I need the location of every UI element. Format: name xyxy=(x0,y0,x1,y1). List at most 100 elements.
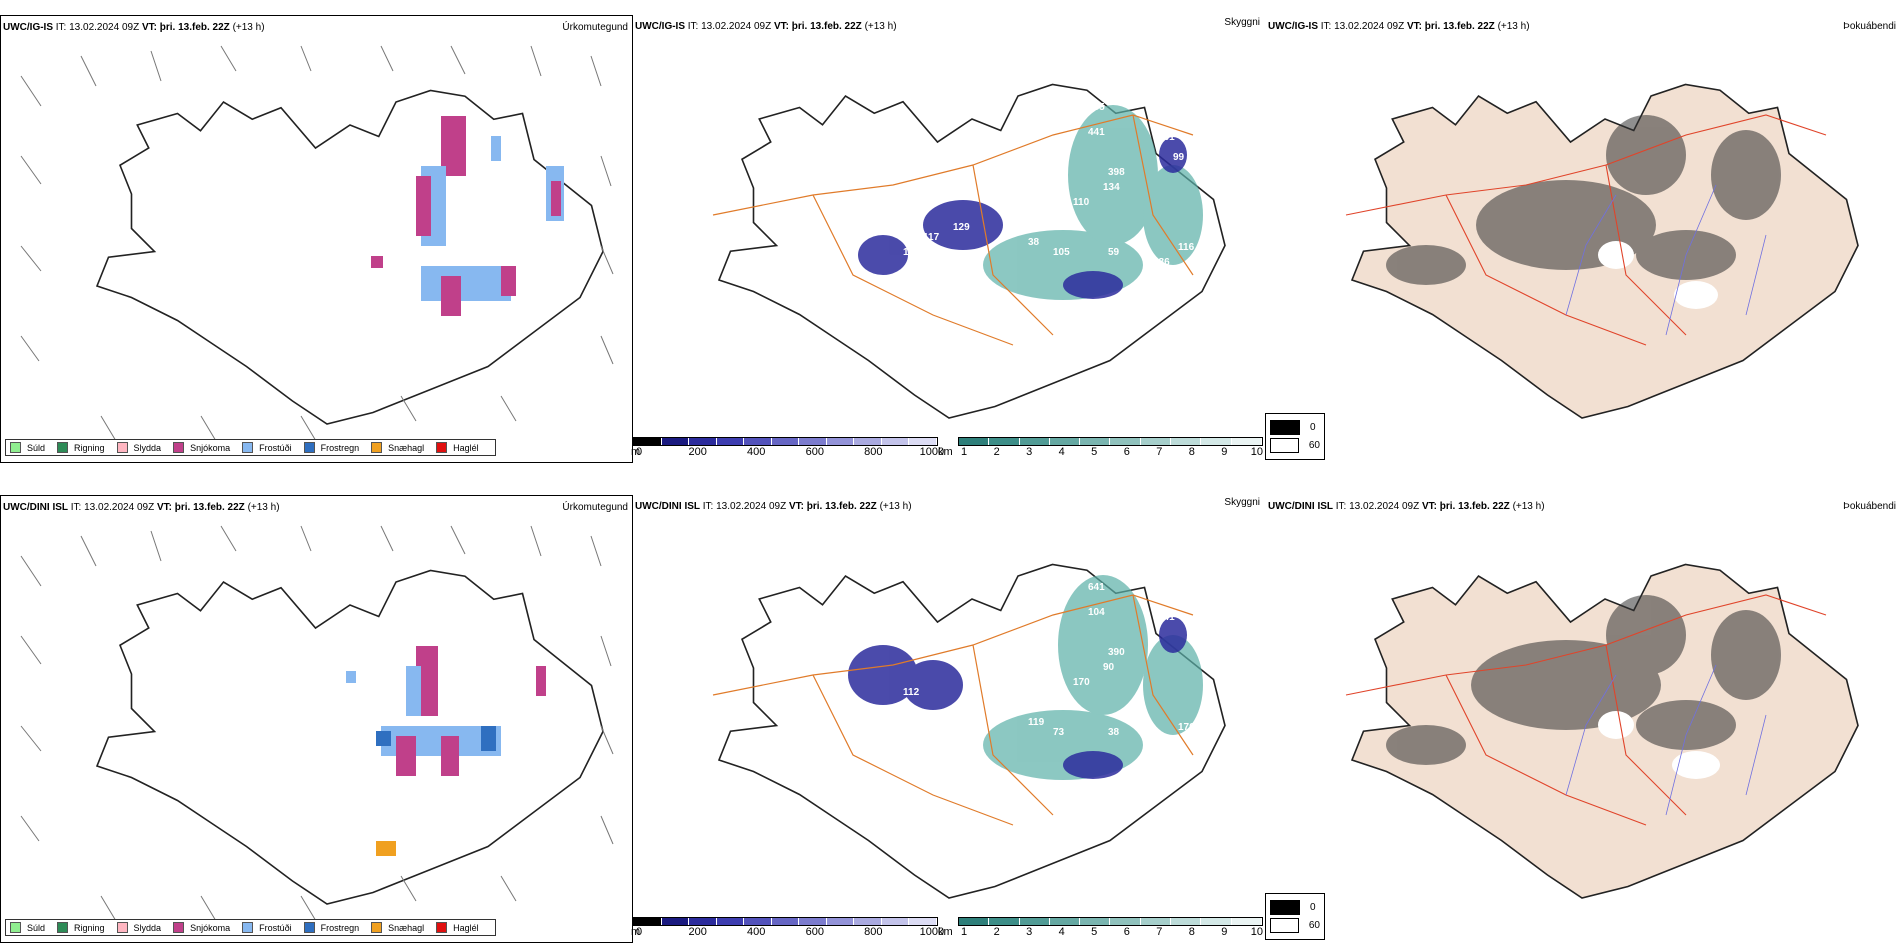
visibility-value-label: 54 xyxy=(903,207,915,218)
precip-type-map xyxy=(20,525,614,922)
scale-color-step xyxy=(959,918,990,925)
scale-tick-label: 3 xyxy=(1026,926,1033,938)
visibility-value-label: 441 xyxy=(1088,127,1105,138)
panel-title: Skyggni xyxy=(1224,17,1260,28)
legend-item: Haglél xyxy=(436,922,479,933)
visibility-value-label: 140 xyxy=(903,727,920,738)
scale-color-step xyxy=(661,438,690,445)
scale-color-step xyxy=(1019,438,1050,445)
panel-header: UWC/DINI ISL IT: 13.02.2024 09Z VT: þri.… xyxy=(635,501,912,512)
panel-header: UWC/IG-IS IT: 13.02.2024 09Z VT: þri. 13… xyxy=(3,22,265,33)
scale-color-step xyxy=(1019,918,1050,925)
legend-item: Frostúði xyxy=(242,442,292,453)
visibility-value-label: 285 xyxy=(1088,102,1105,113)
visibility-panel-bottom: UWC/DINI ISL IT: 13.02.2024 09Z VT: þri.… xyxy=(633,495,1266,943)
visibility-value-label: 59 xyxy=(1108,247,1120,258)
scale-color-step xyxy=(1140,918,1172,925)
scale-tick-label: 800 xyxy=(864,446,883,458)
visibility-value-label: 172 xyxy=(1053,212,1070,223)
scale-tick-label: 600 xyxy=(805,926,824,938)
scale-color-step xyxy=(634,438,662,445)
visibility-value-label: 102 xyxy=(923,712,940,723)
legend-item: Rigning xyxy=(57,922,105,933)
panel-title: Þokuábendi xyxy=(1843,501,1896,512)
visibility-value-label: 104 xyxy=(1088,607,1105,618)
scale-tick-label: 5 xyxy=(1091,446,1098,458)
visibility-value-label: 398 xyxy=(1108,167,1125,178)
fog-map xyxy=(1345,83,1859,419)
legend-swatch xyxy=(1270,420,1300,435)
legend-swatch xyxy=(303,922,315,933)
scale-color-step xyxy=(1140,438,1172,445)
visibility-value-label: 129 xyxy=(953,222,970,233)
visibility-panel-top: UWC/IG-IS IT: 13.02.2024 09Z VT: þri. 13… xyxy=(633,15,1266,463)
legend-swatch xyxy=(173,922,185,933)
scale-tick-label: 200 xyxy=(688,926,707,938)
scale-color-step xyxy=(1110,918,1141,925)
visibility-value-label: 116 xyxy=(1178,242,1195,253)
visibility-value-label: 73 xyxy=(1053,727,1065,738)
scale-unit: km xyxy=(938,926,953,938)
scale-color-step xyxy=(1049,438,1081,445)
panel-title: Úrkomutegund xyxy=(562,22,628,33)
visibility-value-label: 641 xyxy=(1088,582,1105,593)
legend-swatch xyxy=(242,442,254,453)
scale-color-step xyxy=(1201,438,1232,445)
scale-m-bottom: 0 200 400 600 800 1000 m xyxy=(631,917,944,940)
scale-tick-label: 1000 xyxy=(919,926,945,938)
legend-swatch xyxy=(1270,918,1299,933)
scale-color-step xyxy=(1171,918,1202,925)
scale-km-bottom: 1 2 3 4 5 6 7 8 9 10 km xyxy=(938,917,1263,940)
fog-map xyxy=(1345,563,1859,899)
scale-color-step xyxy=(826,438,855,445)
visibility-value-label: 176 xyxy=(1178,722,1195,733)
scale-color-step xyxy=(689,918,717,925)
scale-color-step xyxy=(909,918,938,925)
scale-tick-label: 400 xyxy=(747,446,766,458)
scale-color-step xyxy=(771,918,800,925)
visibility-value-label: 111 xyxy=(988,177,1004,188)
visibility-value-label: 99 xyxy=(1173,152,1185,163)
visibility-value-label: 38 xyxy=(1028,237,1040,248)
visibility-value-label: 109 xyxy=(953,702,970,713)
visibility-value-label: 186 xyxy=(1153,257,1170,268)
legend-swatch xyxy=(1270,900,1300,915)
legend-swatch xyxy=(10,922,21,933)
panel-header: UWC/DINI ISL IT: 13.02.2024 09Z VT: þri.… xyxy=(3,502,280,513)
legend-swatch xyxy=(1270,438,1299,453)
legend-item: Rigning xyxy=(57,442,105,453)
scale-color-step xyxy=(799,438,827,445)
scale-tick-label: 0 xyxy=(636,446,643,458)
scale-color-step xyxy=(799,918,827,925)
scale-tick-label: 600 xyxy=(805,446,824,458)
legend-swatch xyxy=(371,922,383,933)
panel-header: UWC/IG-IS IT: 13.02.2024 09Z VT: þri. 13… xyxy=(1268,21,1530,32)
visibility-value-label: 170 xyxy=(1073,677,1090,688)
visibility-value-label: 119 xyxy=(1028,717,1045,728)
legend-swatch xyxy=(116,922,128,933)
scale-tick-label: 0 xyxy=(636,926,643,938)
legend-swatch xyxy=(371,442,383,453)
scale-tick-label: 400 xyxy=(747,926,766,938)
scale-tick-label: 9 xyxy=(1221,926,1228,938)
scale-color-step xyxy=(744,438,772,445)
scale-tick-label: 1 xyxy=(961,446,968,458)
legend-item: Slydda xyxy=(116,922,161,933)
scale-color-step xyxy=(716,438,745,445)
legend-item: Súld xyxy=(10,922,45,933)
fog-legend-bottom: 0 60 xyxy=(1265,893,1325,940)
visibility-value-label: 112 xyxy=(903,687,920,698)
scale-color-step xyxy=(959,438,990,445)
visibility-value-label: 390 xyxy=(1108,647,1125,658)
legend-item: Frostúði xyxy=(242,922,292,933)
scale-unit: km xyxy=(938,446,953,458)
legend-swatch xyxy=(303,442,315,453)
scale-tick-label: 2 xyxy=(993,926,1000,938)
scale-color-step xyxy=(661,918,690,925)
scale-color-step xyxy=(1110,438,1141,445)
scale-color-step xyxy=(716,918,745,925)
scale-color-step xyxy=(854,438,882,445)
visibility-value-label: 461 xyxy=(1158,132,1175,143)
